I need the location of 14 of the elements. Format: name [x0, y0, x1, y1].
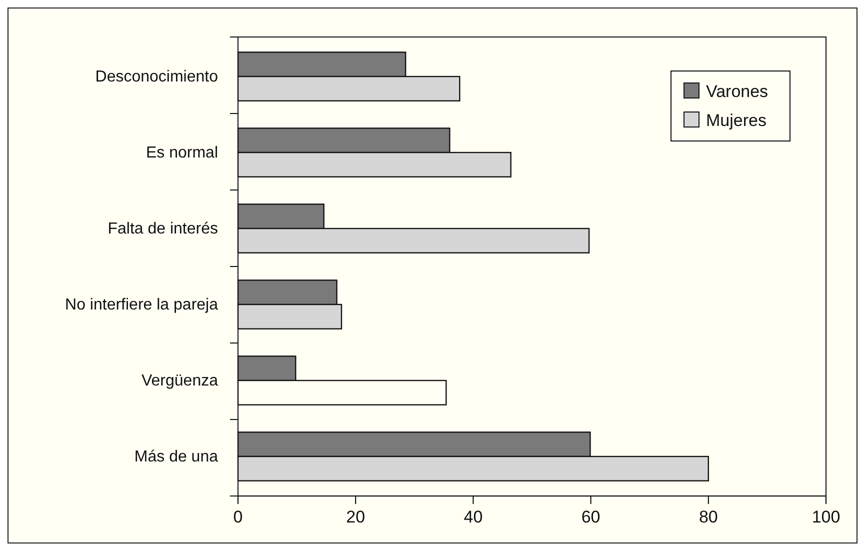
y-tick-label: No interfiere la pareja — [65, 296, 218, 314]
x-tick-label: 100 — [812, 507, 840, 526]
y-tick-label: Es normal — [146, 144, 218, 162]
x-tick-label: 80 — [698, 507, 718, 526]
legend-label: Varones — [706, 82, 768, 101]
y-tick-label: Vergüenza — [141, 372, 218, 390]
x-tick-label: 40 — [464, 507, 483, 526]
x-tick-label: 60 — [581, 507, 600, 526]
x-tick-label: 0 — [233, 507, 243, 526]
y-tick-label: Falta de interés — [108, 220, 218, 238]
x-tick-label: 20 — [346, 507, 366, 526]
y-tick-label: Más de una — [134, 448, 218, 466]
legend-label: Mujeres — [706, 111, 766, 130]
y-tick-label: Desconocimiento — [95, 68, 218, 86]
